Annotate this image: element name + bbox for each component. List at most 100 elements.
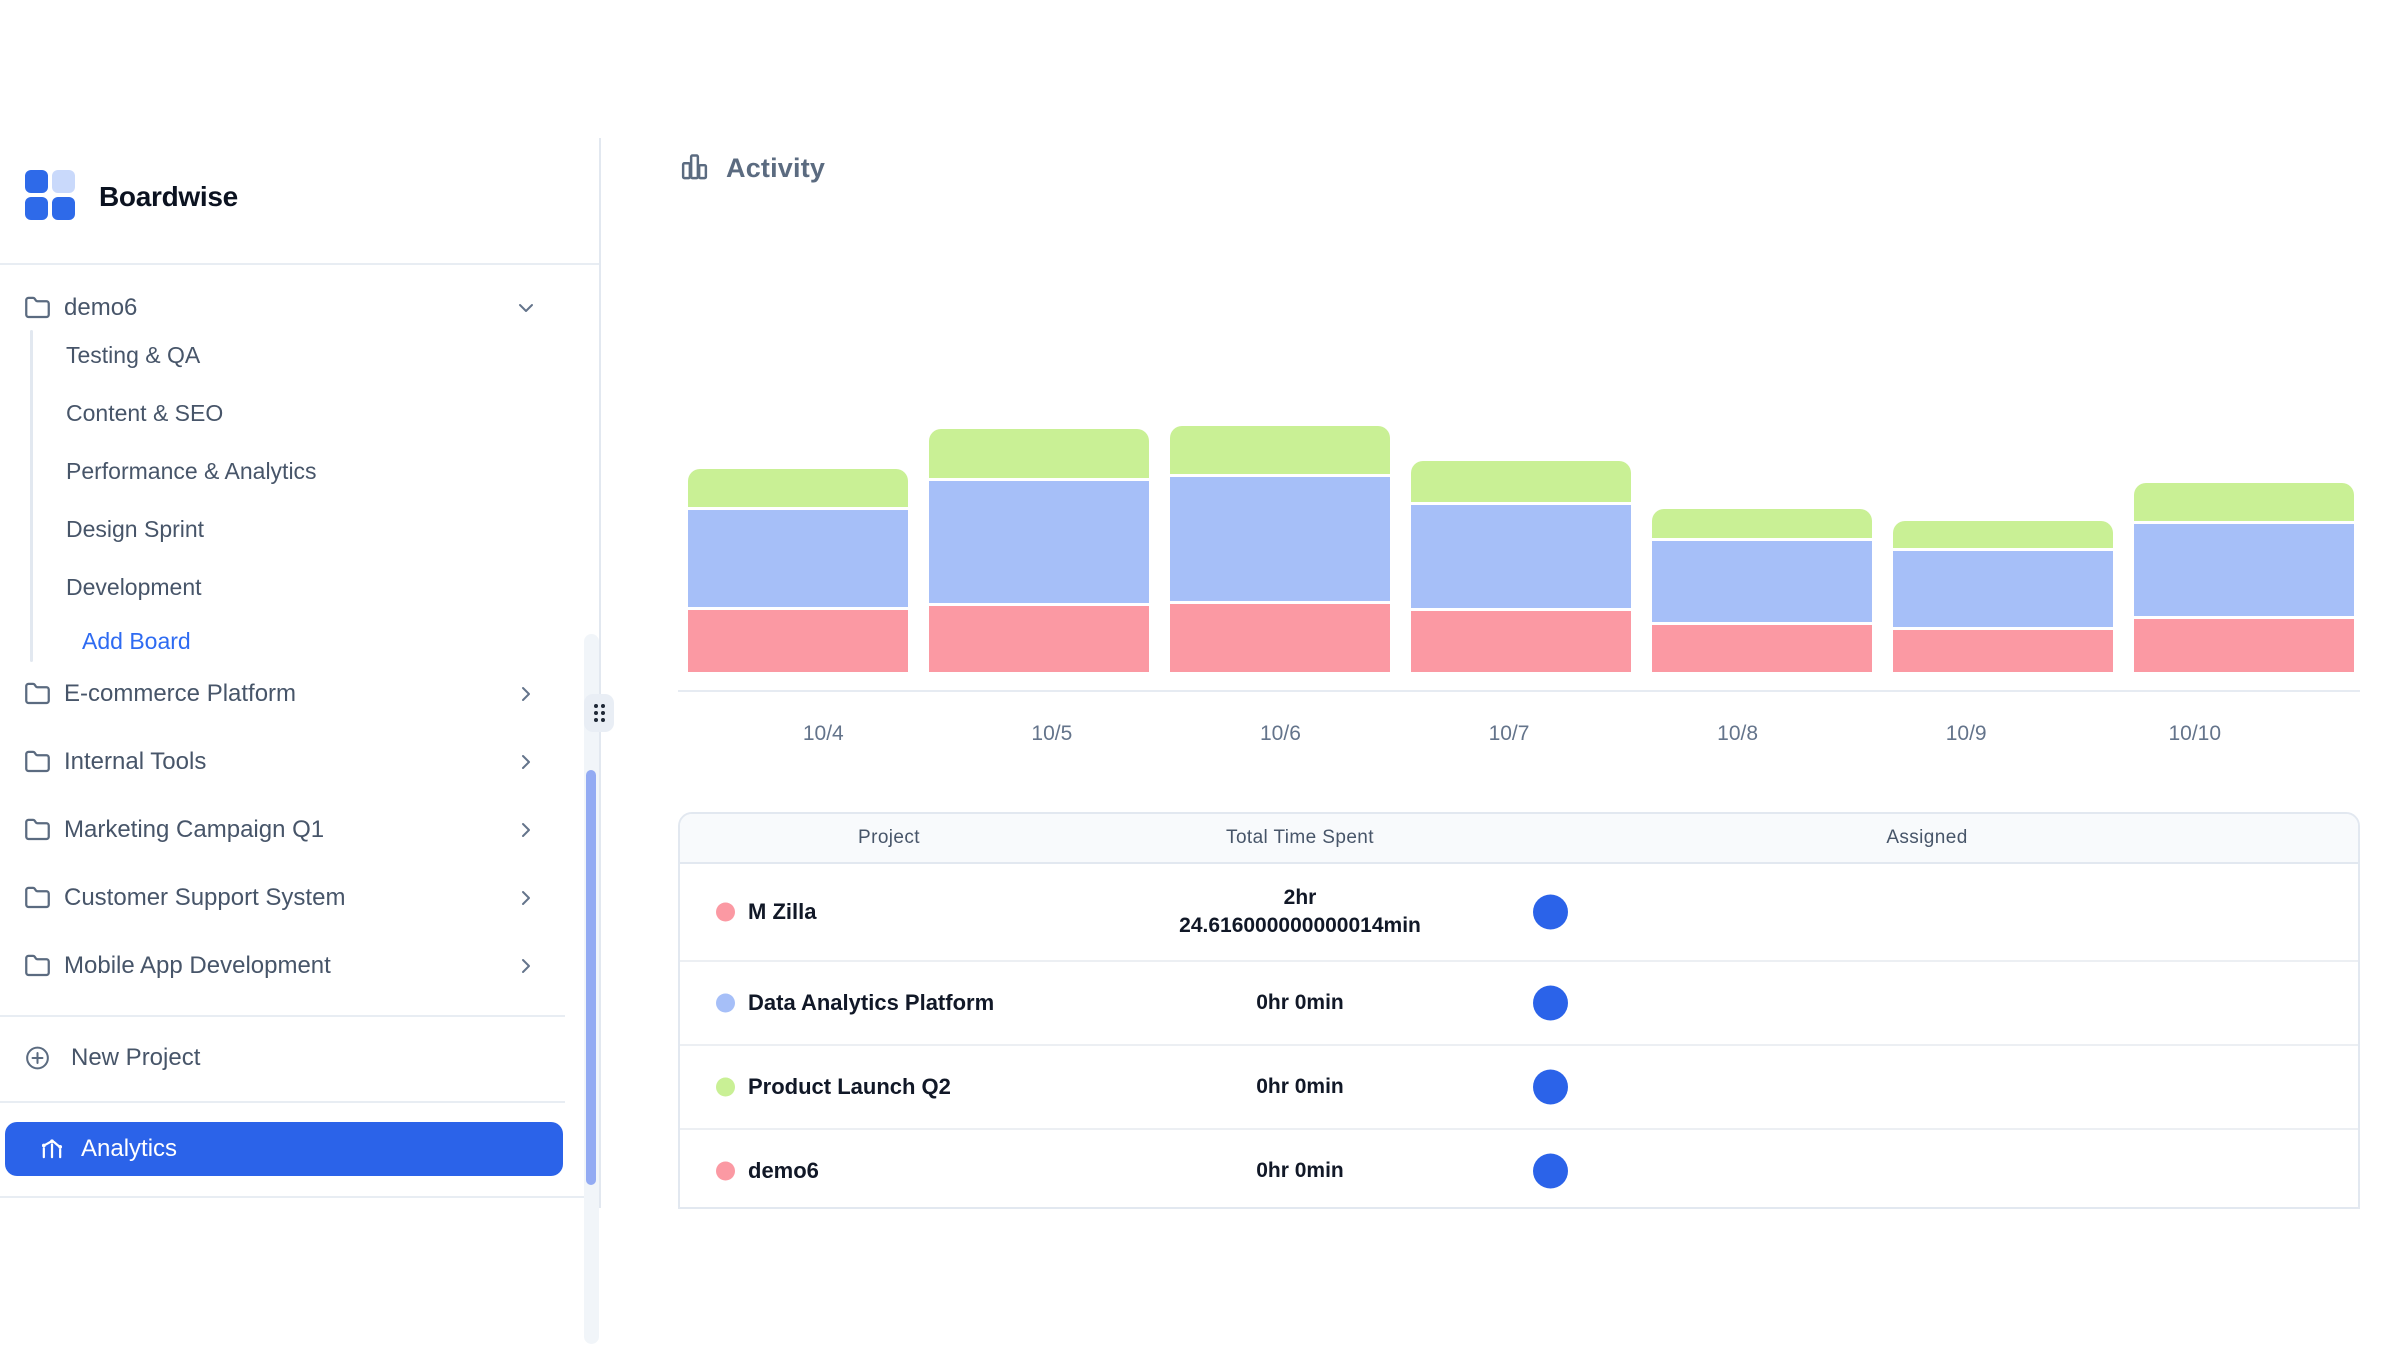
- sidebar-project-item[interactable]: Internal Tools: [0, 736, 565, 788]
- bar-segment-m-zilla: [1170, 604, 1390, 672]
- time-spent: 0hr 0min: [1100, 989, 1500, 1017]
- time-spent: 0hr 0min: [1100, 1073, 1500, 1101]
- bar-segment-m-zilla: [2134, 619, 2354, 672]
- project-label: Mobile App Development: [64, 952, 331, 980]
- boardwise-logo-icon: [25, 170, 75, 220]
- project-label: Customer Support System: [64, 884, 345, 912]
- x-axis-label: 10/10: [2080, 722, 2309, 746]
- bar-segment-product-launch-q2: [2134, 483, 2354, 521]
- bar-segment-data-analytics-platform: [688, 510, 908, 607]
- sidebar-board-item[interactable]: Content & SEO: [66, 384, 486, 442]
- col-header-time: Total Time Spent: [1226, 827, 1374, 849]
- activity-stacked-bars: [688, 400, 2354, 672]
- table-row: demo6 0hr 0min: [680, 1130, 2358, 1209]
- sidebar-board-item[interactable]: Design Sprint: [66, 500, 486, 558]
- analytics-chart-icon: [38, 1135, 66, 1163]
- x-axis-label: 10/6: [1166, 722, 1395, 746]
- time-spent: 0hr 0min: [1100, 1157, 1500, 1185]
- bar-segment-data-analytics-platform: [1652, 541, 1872, 622]
- bar-segment-data-analytics-platform: [1893, 551, 2113, 627]
- new-project-button[interactable]: New Project: [0, 1032, 565, 1084]
- assignee-avatar: [1533, 986, 1568, 1021]
- project-color-dot: [716, 903, 735, 922]
- assignee-avatar: [1533, 895, 1568, 930]
- folder-icon: [24, 817, 51, 844]
- sidebar-project-item[interactable]: E-commerce Platform: [0, 668, 565, 720]
- sidebar-project-item[interactable]: Customer Support System: [0, 872, 565, 924]
- plus-circle-icon: [24, 1045, 51, 1072]
- sidebar: Boardwise demo6 Testing & QAContent & SE…: [0, 138, 620, 1208]
- folder-icon: [24, 885, 51, 912]
- scrollbar-thumb[interactable]: [586, 770, 596, 1185]
- chevron-right-icon: [514, 886, 538, 910]
- bar-segment-product-launch-q2: [1893, 521, 2113, 548]
- project-label: Internal Tools: [64, 748, 206, 776]
- table-row: M Zilla 2hr24.616000000000014min: [680, 864, 2358, 962]
- sidebar-project-item[interactable]: Marketing Campaign Q1: [0, 804, 565, 856]
- chevron-right-icon: [514, 954, 538, 978]
- indent-guide: [30, 330, 33, 662]
- stacked-bar: [929, 429, 1149, 672]
- divider: [0, 1015, 565, 1017]
- bar-segment-m-zilla: [929, 606, 1149, 672]
- x-axis-label: 10/4: [709, 722, 938, 746]
- col-header-project: Project: [858, 827, 920, 849]
- project-label: Marketing Campaign Q1: [64, 816, 324, 844]
- sidebar-divider: [599, 138, 601, 1208]
- divider: [0, 1196, 599, 1198]
- project-label: E-commerce Platform: [64, 680, 296, 708]
- sidebar-board-item[interactable]: Testing & QA: [66, 326, 486, 384]
- app-window: Boardwise demo6 Testing & QAContent & SE…: [0, 0, 2400, 1350]
- folder-icon: [24, 749, 51, 776]
- analytics-label: Analytics: [81, 1135, 177, 1163]
- project-label: demo6: [64, 294, 137, 322]
- assignee-avatar: [1533, 1070, 1568, 1105]
- stacked-bar: [2134, 483, 2354, 672]
- chevron-right-icon: [514, 682, 538, 706]
- bar-segment-m-zilla: [688, 610, 908, 672]
- folder-icon: [24, 681, 51, 708]
- bar-segment-m-zilla: [1652, 625, 1872, 672]
- sidebar-project-item[interactable]: Mobile App Development: [0, 940, 565, 992]
- sidebar-board-item[interactable]: Performance & Analytics: [66, 442, 486, 500]
- project-name: M Zilla: [748, 899, 816, 925]
- x-axis-line: [678, 690, 2360, 692]
- stacked-bar: [1170, 426, 1390, 672]
- time-spent: 2hr24.616000000000014min: [1100, 884, 1500, 940]
- divider: [0, 1101, 565, 1103]
- x-axis-label: 10/7: [1395, 722, 1624, 746]
- folder-icon: [24, 295, 51, 322]
- x-axis-label: 10/8: [1623, 722, 1852, 746]
- bar-segment-m-zilla: [1893, 630, 2113, 672]
- bar-segment-product-launch-q2: [688, 469, 908, 507]
- x-axis-label: 10/5: [938, 722, 1167, 746]
- add-board-button[interactable]: Add Board: [82, 612, 191, 670]
- col-header-assigned: Assigned: [1886, 827, 1967, 849]
- bar-segment-product-launch-q2: [1652, 509, 1872, 538]
- bar-segment-data-analytics-platform: [1170, 477, 1390, 601]
- stacked-bar: [688, 469, 908, 672]
- divider: [0, 263, 599, 265]
- bar-segment-data-analytics-platform: [2134, 524, 2354, 616]
- folder-icon: [24, 953, 51, 980]
- sidebar-resize-handle[interactable]: [584, 694, 614, 732]
- activity-title: Activity: [726, 153, 825, 184]
- assignee-avatar: [1533, 1153, 1568, 1188]
- table-header-row: Project Total Time Spent Assigned: [680, 814, 2358, 864]
- sidebar-board-item[interactable]: Development: [66, 558, 486, 616]
- project-name: demo6: [748, 1158, 819, 1184]
- x-axis-labels: 10/410/510/610/710/810/910/10: [709, 722, 2309, 746]
- bar-segment-m-zilla: [1411, 611, 1631, 672]
- bar-segment-product-launch-q2: [1170, 426, 1390, 474]
- chevron-right-icon: [514, 818, 538, 842]
- bar-segment-product-launch-q2: [1411, 461, 1631, 502]
- stacked-bar: [1411, 461, 1631, 672]
- project-color-dot: [716, 994, 735, 1013]
- table-row: Product Launch Q2 0hr 0min: [680, 1046, 2358, 1130]
- bar-segment-product-launch-q2: [929, 429, 1149, 478]
- project-name: Data Analytics Platform: [748, 990, 994, 1016]
- grip-dots-icon: [594, 704, 605, 722]
- analytics-button[interactable]: Analytics: [5, 1122, 563, 1176]
- chevron-right-icon: [514, 750, 538, 774]
- project-color-dot: [716, 1161, 735, 1180]
